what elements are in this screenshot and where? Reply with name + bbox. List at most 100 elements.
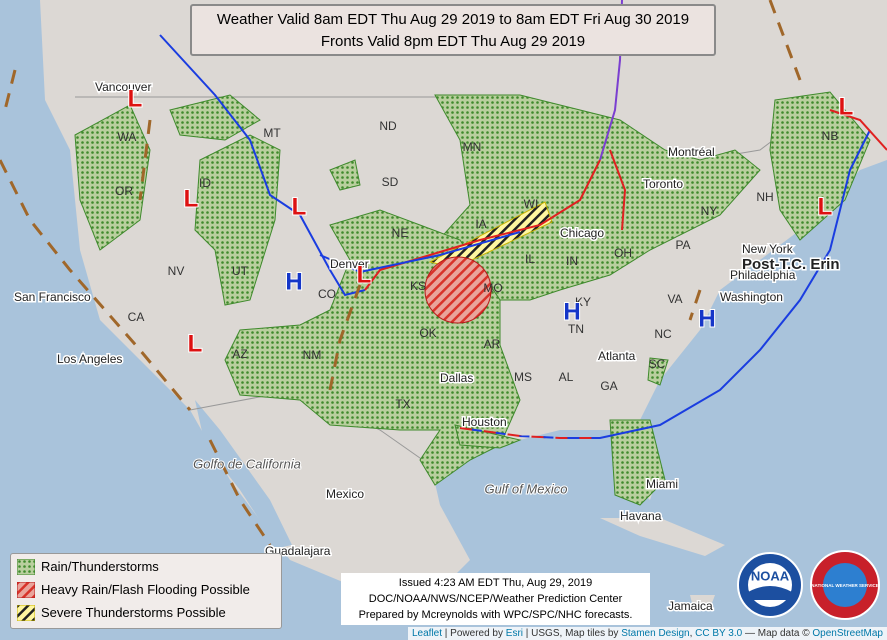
city-label: San Francisco (14, 290, 91, 304)
issued-box: Issued 4:23 AM EDT Thu, Aug 29, 2019 DOC… (341, 573, 650, 625)
state-label: IN (566, 254, 578, 268)
water-label: Gulf of Mexico (484, 481, 567, 496)
low-pressure: L (839, 93, 854, 120)
attribution-text: | Powered by (442, 628, 506, 639)
low-pressure: L (188, 330, 203, 357)
low-pressure: L (818, 193, 833, 220)
state-label: MN (463, 140, 482, 154)
heavy-rain-area (424, 256, 492, 324)
attribution-link[interactable]: CC BY 3.0 (695, 628, 743, 639)
legend: Rain/Thunderstorms Heavy Rain/Flash Floo… (10, 553, 282, 629)
state-label: TN (568, 322, 584, 336)
noaa-logo: NOAA (737, 552, 803, 618)
attribution-text: , (689, 628, 696, 639)
city-label: Toronto (643, 177, 683, 191)
attribution-link[interactable]: Stamen Design (621, 628, 690, 639)
city-label: Dallas (440, 371, 473, 385)
state-label: MT (263, 126, 281, 140)
state-label: SC (649, 357, 666, 371)
fronts (0, 0, 887, 546)
state-label: KY (575, 295, 591, 309)
nws-logo: NATIONAL WEATHER SERVICE (810, 550, 880, 620)
state-label: PA (675, 238, 690, 252)
legend-label: Rain/Thunderstorms (41, 559, 159, 574)
city-label: Washington (720, 290, 783, 304)
attribution-link[interactable]: OpenStreetMap (812, 628, 883, 639)
issued-line: Prepared by Mcreynolds with WPC/SPC/NHC … (358, 609, 633, 621)
state-label: NY (701, 204, 718, 218)
state-label: MO (483, 281, 502, 295)
title-box: Weather Valid 8am EDT Thu Aug 29 2019 to… (190, 4, 716, 56)
legend-item: Rain/Thunderstorms (11, 556, 281, 577)
city-label: Philadelphia (730, 268, 796, 282)
state-label: UT (232, 264, 249, 278)
state-label: ID (199, 176, 211, 190)
city-label: Montréal (668, 145, 715, 159)
city-label: Houston (462, 415, 507, 429)
attribution: Leaflet | Powered by Esri | USGS, Map ti… (408, 627, 887, 640)
city-label: Chicago (560, 226, 604, 240)
city-label: Miami (646, 477, 678, 491)
issued-line: DOC/NOAA/NWS/NCEP/Weather Prediction Cen… (368, 593, 623, 605)
state-label: KS (410, 279, 426, 293)
city-label: Havana (620, 509, 662, 523)
title-line: Weather Valid 8am EDT Thu Aug 29 2019 to… (216, 11, 690, 28)
city-label: Denver (330, 257, 369, 271)
state-label: OR (115, 184, 133, 198)
map-labels: WA OR ID MT ND SD NE NV UT CO KS MN IA WI IL MO AZ NM OK TX… (13, 79, 855, 615)
city-label: Mexico (326, 487, 364, 501)
legend-item: Severe Thunderstorms Possible (11, 602, 281, 623)
state-label: CO (318, 287, 336, 301)
title-line: Fronts Valid 8pm EDT Thu Aug 29 2019 (320, 33, 586, 50)
city-label: New York (742, 242, 794, 256)
state-label: NM (303, 348, 322, 362)
state-label: OK (419, 326, 436, 340)
low-pressure: L (357, 261, 372, 288)
legend-label: Heavy Rain/Flash Flooding Possible (41, 582, 250, 597)
low-pressure: L (292, 193, 307, 220)
state-label: NC (654, 327, 672, 341)
high-pressure: H (563, 298, 580, 325)
state-label: TX (395, 397, 410, 411)
state-label: NB (822, 129, 839, 143)
state-label: AL (559, 370, 574, 384)
noaa-text: NOAA (751, 568, 790, 583)
high-pressure: H (698, 305, 715, 332)
state-label: AR (484, 337, 501, 351)
attribution-text: | USGS, Map tiles by (523, 628, 622, 639)
state-label: NV (168, 264, 185, 278)
state-label: WA (118, 130, 137, 144)
city-label: Jamaica (668, 599, 713, 613)
state-label: NH (756, 190, 773, 204)
state-label: VA (667, 292, 682, 306)
storm-label: Post-T.C. Erin (742, 256, 840, 273)
state-label: IL (525, 252, 535, 266)
state-label: MS (514, 370, 532, 384)
state-label: CA (128, 310, 145, 324)
state-label: ND (379, 119, 397, 133)
attribution-link[interactable]: Esri (505, 628, 524, 639)
city-label: Atlanta (598, 349, 636, 363)
state-label: IA (475, 217, 486, 231)
low-pressure: L (184, 185, 199, 212)
state-label: GA (600, 379, 617, 393)
attribution-text: — Map data © (742, 628, 813, 639)
city-label: Vancouver (95, 80, 151, 94)
attribution-link[interactable]: Leaflet (412, 628, 443, 639)
water-label: Golfo de California (193, 456, 301, 471)
nws-text: NATIONAL WEATHER SERVICE (811, 583, 878, 588)
state-label: SD (382, 175, 399, 189)
legend-label: Severe Thunderstorms Possible (41, 605, 226, 620)
high-pressure: H (285, 268, 302, 295)
legend-item: Heavy Rain/Flash Flooding Possible (11, 579, 281, 600)
city-label: Los Angeles (57, 352, 122, 366)
state-label: WI (524, 197, 539, 211)
low-pressure: L (128, 85, 143, 112)
issued-line: Issued 4:23 AM EDT Thu, Aug 29, 2019 (398, 577, 593, 589)
state-label: AZ (232, 347, 247, 361)
state-label: OH (614, 246, 632, 260)
state-label: NE (392, 226, 409, 240)
